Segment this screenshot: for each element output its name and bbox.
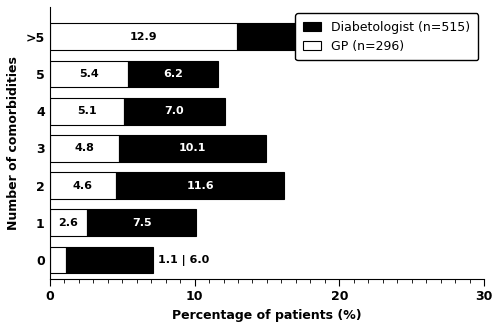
Text: 12.9: 12.9 bbox=[130, 32, 157, 42]
Text: 2.6: 2.6 bbox=[58, 218, 78, 228]
Text: 7.0: 7.0 bbox=[164, 106, 184, 116]
Text: 5.4: 5.4 bbox=[79, 69, 98, 79]
Bar bbox=[50, 135, 119, 162]
Bar bbox=[66, 247, 152, 273]
Text: 15.0: 15.0 bbox=[332, 32, 359, 42]
Bar bbox=[50, 210, 88, 236]
Text: 5.1: 5.1 bbox=[77, 106, 96, 116]
Bar bbox=[88, 210, 196, 236]
Bar bbox=[116, 172, 284, 199]
Bar bbox=[124, 98, 225, 125]
Bar bbox=[50, 61, 128, 88]
Bar bbox=[50, 98, 124, 125]
Text: 4.6: 4.6 bbox=[73, 181, 93, 190]
Bar bbox=[119, 135, 266, 162]
Y-axis label: Number of comorbidities: Number of comorbidities bbox=[7, 56, 20, 230]
Text: 1.1 | 6.0: 1.1 | 6.0 bbox=[158, 255, 210, 266]
Text: 10.1: 10.1 bbox=[178, 143, 206, 153]
X-axis label: Percentage of patients (%): Percentage of patients (%) bbox=[172, 309, 362, 322]
Text: 4.8: 4.8 bbox=[74, 143, 94, 153]
Legend: Diabetologist (n=515), GP (n=296): Diabetologist (n=515), GP (n=296) bbox=[295, 13, 478, 61]
Bar bbox=[50, 23, 236, 50]
Text: 11.6: 11.6 bbox=[186, 181, 214, 190]
Bar bbox=[236, 23, 454, 50]
Bar bbox=[50, 247, 66, 273]
Text: 7.5: 7.5 bbox=[132, 218, 152, 228]
Bar bbox=[50, 172, 116, 199]
Text: 6.2: 6.2 bbox=[163, 69, 182, 79]
Bar bbox=[128, 61, 218, 88]
